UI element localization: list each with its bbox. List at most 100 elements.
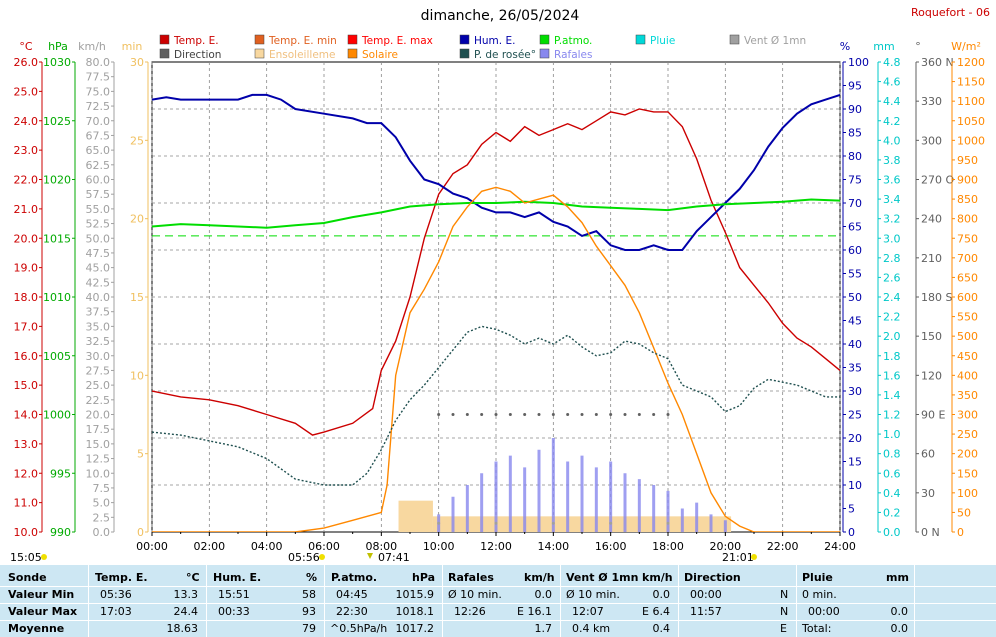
x-tick-label: 24:00 xyxy=(824,540,856,553)
wind-unit: km/h xyxy=(78,40,106,53)
wind-axis-label: 10.0 xyxy=(86,467,111,480)
rain-axis-label: 0.2 xyxy=(883,506,901,519)
x-tick-label: 14:00 xyxy=(537,540,569,553)
legend-swatch xyxy=(159,48,170,59)
cell: 04:45 xyxy=(336,588,368,601)
plot-area xyxy=(152,93,840,532)
cell: 1.7 xyxy=(534,622,553,635)
dir-axis-label: 90 E xyxy=(921,409,945,422)
legend-label: Temp. E. xyxy=(173,35,219,47)
table-row-avg: Moyenne 18.63 79 ^0.5hPa/h 1017.2 1.7 0.… xyxy=(0,620,996,637)
solar-axis-label: 1050 xyxy=(957,115,985,128)
cell: ^0.5hPa/h xyxy=(330,622,388,635)
dir-unit: ° xyxy=(915,40,921,53)
wind-axis: 80.0 77.575.0 72.5 70.067.5 65.0 62.5 60.057.5… xyxy=(86,56,115,539)
sun-axis-label: 20 xyxy=(130,213,144,226)
solar-axis-label: 0 xyxy=(957,526,964,539)
wind-axis-label: 27.5 xyxy=(86,364,111,377)
chart-title: dimanche, 26/05/2024 xyxy=(421,8,580,24)
wind-axis-label: 0.0 xyxy=(93,526,111,539)
rain-axis-label: 2.8 xyxy=(883,252,901,265)
rain-axis-label: 4.8 xyxy=(883,56,901,69)
dir-axis-label: 150 xyxy=(921,330,942,343)
legend-label: P. de rosée° xyxy=(474,49,536,61)
wind-axis-label: 15.0 xyxy=(86,438,111,451)
cell: 93 xyxy=(302,605,316,618)
rain-axis-label: 4.6 xyxy=(883,76,901,89)
cell: 13.3 xyxy=(173,588,199,601)
solar-axis-label: 450 xyxy=(957,350,978,363)
rain-axis-label: 4.2 xyxy=(883,115,901,128)
x-tick-label: 16:00 xyxy=(595,540,627,553)
hum-axis-label: 95 xyxy=(848,80,862,93)
station-name: Roquefort - 06 xyxy=(911,6,990,19)
sun-axis-label: 15 xyxy=(130,291,144,304)
rain-axis-label: 2.4 xyxy=(883,291,901,304)
solar-axis-label: 150 xyxy=(957,467,978,480)
cell: 24.4 xyxy=(173,605,199,618)
hum-axis-label: 15 xyxy=(848,456,862,469)
rain-axis-label: 1.4 xyxy=(883,389,901,402)
hum-axis-label: 90 xyxy=(848,103,862,116)
hum-axis-label: 85 xyxy=(848,127,862,140)
x-tick-label: 18:00 xyxy=(652,540,684,553)
direction-point xyxy=(465,413,469,416)
wind-axis-label: 17.5 xyxy=(86,423,111,436)
direction-point xyxy=(580,413,584,416)
cell: 1015.9 xyxy=(395,588,435,601)
sunset-icon xyxy=(751,554,757,560)
rain-axis-label: 1.0 xyxy=(883,428,901,441)
cell: E 16.1 xyxy=(517,605,552,618)
row-label: Valeur Max xyxy=(8,605,78,618)
cell: 00:00 xyxy=(690,588,722,601)
hum-axis-label: 50 xyxy=(848,291,862,304)
th-dir: Direction xyxy=(684,571,741,584)
legend-label: Vent Ø 1mn xyxy=(744,35,806,47)
solar-axis-label: 1150 xyxy=(957,76,985,89)
solar-axis-label: 650 xyxy=(957,271,978,284)
temp-axis-label: 16.0 xyxy=(14,350,39,363)
legend-swatch xyxy=(539,48,550,59)
hum-axis: 1009590858075706560555045403530252015105… xyxy=(842,56,869,539)
solar-axis-label: 50 xyxy=(957,506,971,519)
press-axis-label: 1020 xyxy=(43,174,71,187)
press-axis: 1030 1025 1020 1015 1010 1005 1000 995 990 xyxy=(43,56,76,539)
sunshine-bar xyxy=(398,500,433,532)
rain-axis-label: 0.6 xyxy=(883,467,901,480)
solar-axis-label: 200 xyxy=(957,448,978,461)
legend-swatch xyxy=(539,34,550,45)
cell: 0 min. xyxy=(802,588,837,601)
wind-axis-label: 60.0 xyxy=(86,174,111,187)
cell: 12:26 xyxy=(454,605,486,618)
wind-axis-label: 45.0 xyxy=(86,262,111,275)
temp-axis-label: 10.0 xyxy=(14,526,39,539)
rain-axis-label: 4.0 xyxy=(883,134,901,147)
temp-axis-label: 19.0 xyxy=(14,262,39,275)
wind-axis-label: 77.5 xyxy=(86,71,111,84)
rain-axis-label: 0.8 xyxy=(883,448,901,461)
dir-axis-label: 300 xyxy=(921,134,942,147)
sunrise-icon xyxy=(319,554,325,560)
direction-point xyxy=(637,413,641,416)
solar-axis: 1200115011001050100095090085080075070065… xyxy=(951,56,985,539)
solar-axis-label: 1200 xyxy=(957,56,985,69)
legend-swatch xyxy=(159,34,170,45)
cell: 00:33 xyxy=(218,605,250,618)
wind-axis-label: 70.0 xyxy=(86,115,111,128)
cell: Ø 10 min. xyxy=(448,588,502,601)
rain-axis-label: 4.4 xyxy=(883,95,901,108)
legend: Temp. E. Temp. E. min Temp. E. max Hum. E. P… xyxy=(159,34,806,61)
hum-axis-label: 75 xyxy=(848,174,862,187)
hum-axis-label: 25 xyxy=(848,409,862,422)
cell: 05:36 xyxy=(100,588,132,601)
legend-swatch xyxy=(347,48,358,59)
pressure-line xyxy=(152,198,840,229)
dir-axis: 360 N 330 300 270 O 240 210 180 S 150 120 90 E 60 3… xyxy=(915,56,954,539)
direction-point xyxy=(566,413,570,416)
temp-axis-label: 25.0 xyxy=(14,85,39,98)
wind-axis-label: 30.0 xyxy=(86,350,111,363)
solar-line xyxy=(152,186,840,532)
cell: N xyxy=(780,588,789,601)
legend-swatch xyxy=(635,34,646,45)
wind-axis-label: 37.5 xyxy=(86,306,111,319)
